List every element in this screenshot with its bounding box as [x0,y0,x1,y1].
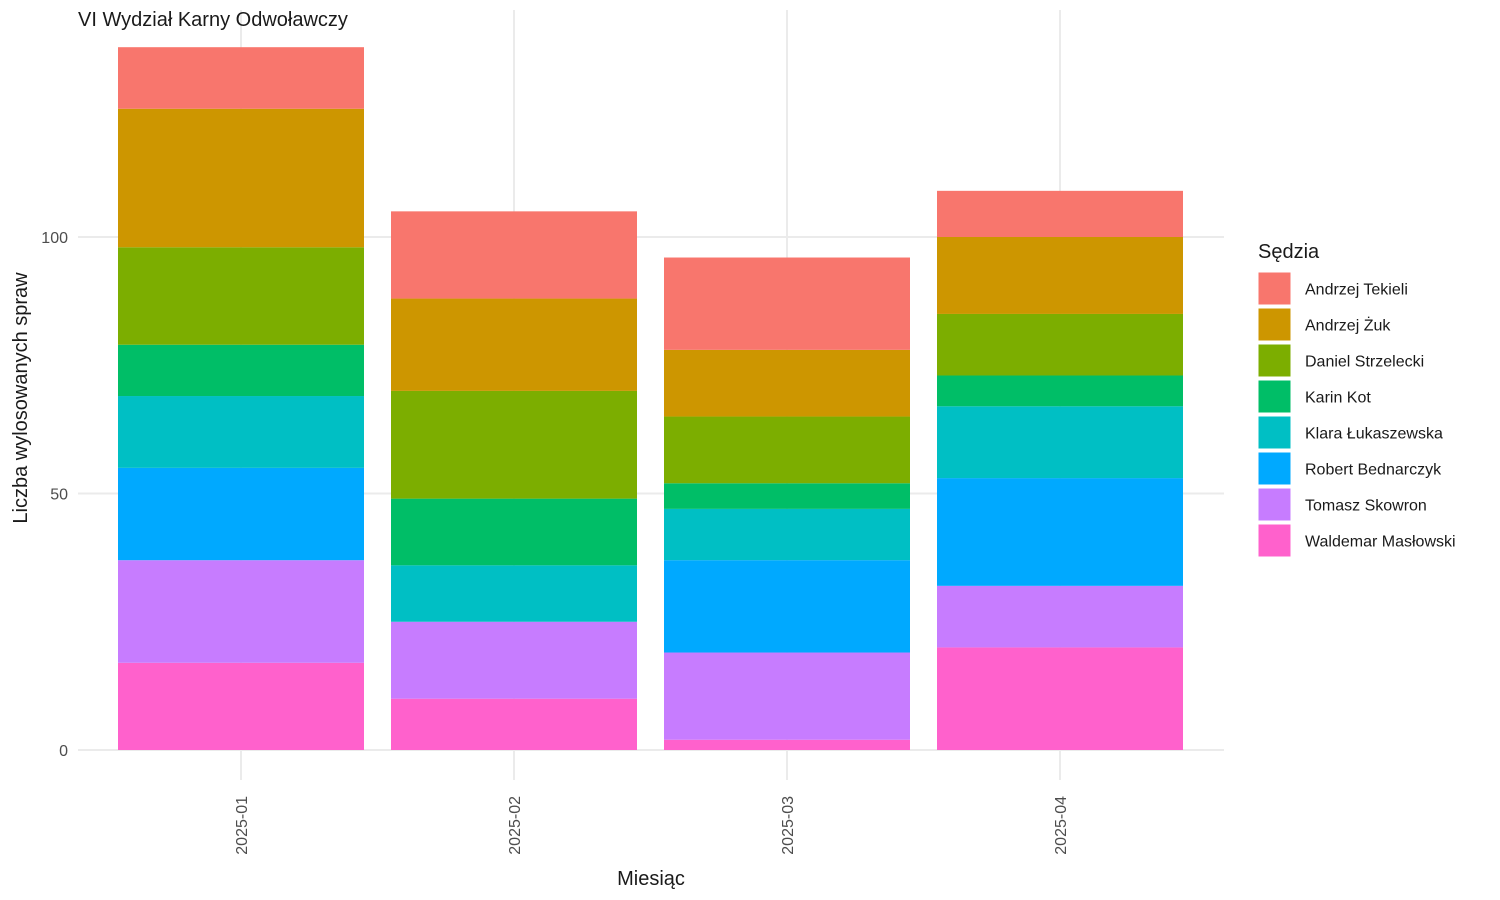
x-tick-label: 2025-01 [234,796,251,855]
legend-key [1257,307,1292,342]
bar-segment [937,406,1183,479]
legend-key [1257,271,1292,306]
bar-segment [664,416,910,484]
legend-label: Tomasz Skowron [1305,498,1427,515]
bar-segment [391,621,637,699]
bar-segment [391,298,637,391]
x-tick-label: 2025-02 [507,796,524,855]
legend-label: Andrzej Tekieli [1305,282,1408,299]
y-axis-title: Liczba wylosowanych spraw [10,272,32,524]
x-tick-label: 2025-04 [1053,796,1070,855]
bar-segment [118,560,364,663]
bar-segment [937,647,1183,750]
legend-title: Sędzia [1258,241,1320,263]
legend: Sędzia Andrzej Tekieli Andrzej Żuk Daniel … [1257,241,1456,558]
bar-segment [664,739,910,750]
bar-segment [391,498,637,566]
chart-title: VI Wydział Karny Odwoławczy [78,9,348,31]
bar-segment [391,565,637,622]
bar-segment [937,190,1183,237]
legend-label: Andrzej Żuk [1305,316,1391,335]
bar-segment [664,257,910,350]
bar-segment [664,652,910,740]
bar-segment [118,662,364,750]
legend-key [1257,523,1292,558]
bar-segment [937,237,1183,314]
bar-segment [937,313,1183,376]
bars [118,47,1183,750]
bar-segment [937,478,1183,586]
bar-segment [391,211,637,299]
bar-segment [118,108,364,248]
bar-segment [937,585,1183,648]
x-axis: 2025-01 2025-02 2025-03 2025-04 [234,796,1070,855]
legend-label: Robert Bednarczyk [1305,462,1442,479]
legend-key [1257,415,1292,450]
bar-segment [118,247,364,345]
legend-key [1257,379,1292,414]
bar-segment [664,560,910,653]
bar-segment [118,344,364,397]
bar-segment [118,47,364,109]
legend-label: Daniel Strzelecki [1305,354,1424,371]
y-tick-label: 100 [41,230,68,247]
y-tick-label: 0 [59,743,68,760]
legend-key [1257,451,1292,486]
legend-label: Karin Kot [1305,390,1371,407]
x-axis-title: Miesiąc [617,868,685,890]
legend-label: Klara Łukaszewska [1305,426,1443,443]
bar-segment [664,483,910,509]
y-axis: 0 50 100 [41,230,68,760]
bar-segment [118,467,364,561]
y-tick-label: 50 [50,487,68,504]
legend-key [1257,487,1292,522]
bar-segment [937,375,1183,407]
x-tick-label: 2025-03 [780,796,797,855]
legend-label: Waldemar Masłowski [1305,534,1456,551]
bar-segment [118,396,364,468]
bar-segment [391,390,637,499]
bar-segment [664,349,910,417]
bar-segment [664,508,910,561]
legend-key [1257,343,1292,378]
bar-segment [391,698,637,750]
